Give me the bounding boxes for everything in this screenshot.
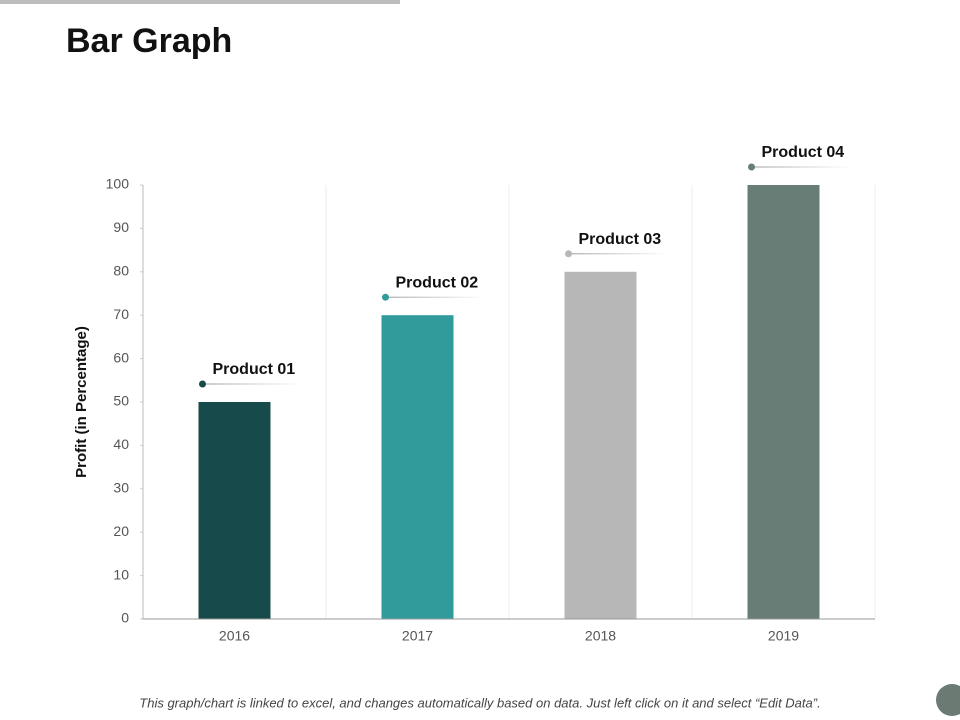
bar xyxy=(381,315,454,619)
bar xyxy=(747,185,820,619)
annotation-label: Product 03 xyxy=(579,231,662,248)
y-axis-label: Profit (in Percentage) xyxy=(73,326,90,478)
annotation-line xyxy=(568,253,669,255)
annotation-label: Product 02 xyxy=(396,274,479,291)
x-tick-label: 2018 xyxy=(585,628,616,644)
annotation-dot xyxy=(199,380,206,388)
y-tick-label: 60 xyxy=(113,349,129,365)
bar xyxy=(564,271,637,619)
x-tick-label: 2016 xyxy=(219,628,250,644)
chart-title: Bar Graph xyxy=(66,22,232,60)
annotation-line xyxy=(202,383,303,385)
corner-dot xyxy=(936,684,960,716)
annotation-label: Product 04 xyxy=(762,144,845,161)
y-tick-label: 50 xyxy=(113,393,129,409)
y-tick-label: 20 xyxy=(113,523,129,539)
annotation-label: Product 01 xyxy=(213,361,296,378)
y-tick-label: 30 xyxy=(113,480,129,496)
x-tick-label: 2017 xyxy=(402,628,433,644)
top-accent xyxy=(0,0,400,4)
annotation-dot xyxy=(382,293,389,301)
bar xyxy=(198,402,271,619)
y-tick-label: 90 xyxy=(113,219,129,235)
y-tick-label: 80 xyxy=(113,263,129,279)
x-tick-label: 2019 xyxy=(768,628,799,644)
footer-note: This graph/chart is linked to excel, and… xyxy=(139,695,820,710)
annotation-dot xyxy=(748,163,755,171)
annotation-line xyxy=(751,166,852,168)
y-tick-label: 70 xyxy=(113,306,129,322)
annotation-line xyxy=(385,296,486,298)
y-tick-label: 100 xyxy=(106,176,130,192)
y-tick-label: 0 xyxy=(121,610,129,626)
y-tick-label: 40 xyxy=(113,436,129,452)
annotation-dot xyxy=(565,250,572,258)
y-tick-label: 10 xyxy=(113,566,129,582)
